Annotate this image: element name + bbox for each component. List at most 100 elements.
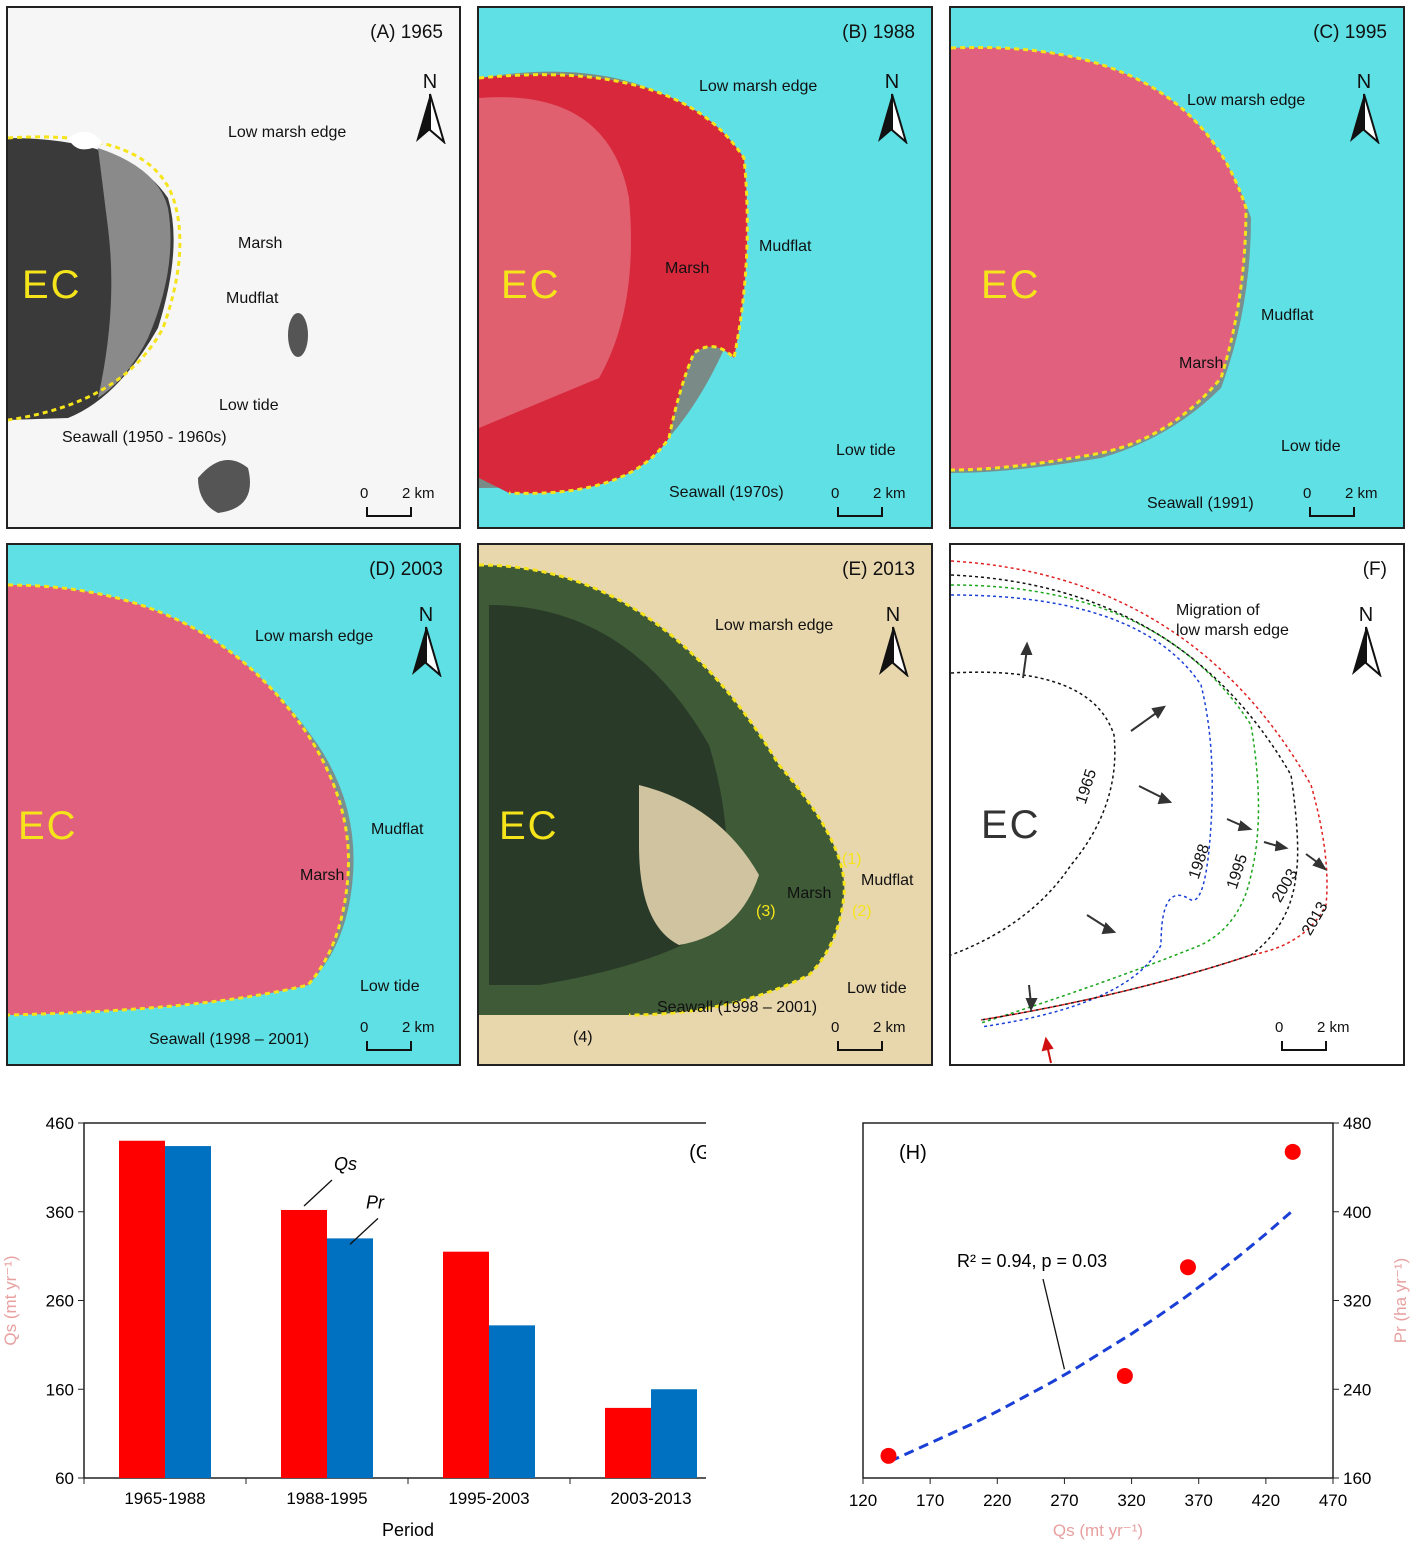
panel-c-image <box>951 8 1403 527</box>
scale-km: 2 km <box>402 485 435 502</box>
annotation-marsh: Marsh <box>1179 355 1224 372</box>
panel-label: (G) <box>689 1142 706 1164</box>
y-tick-label: 320 <box>1343 1292 1371 1311</box>
panel-a-label: (A) 1965 <box>370 22 443 43</box>
y-left-axis-label: Qs (mt yr⁻¹) <box>1 1255 20 1345</box>
panel-e-image <box>479 545 931 1064</box>
panel-d-label: (D) 2003 <box>369 559 443 580</box>
annotation-low-tide: Low tide <box>836 442 896 459</box>
north-arrow-icon: N <box>406 605 446 685</box>
north-label: N <box>885 604 901 626</box>
qs-callout-line <box>303 1179 333 1207</box>
scale-zero: 0 <box>360 1019 369 1036</box>
panel-e-label: (E) 2013 <box>842 559 915 580</box>
panel-b-image <box>479 8 931 527</box>
scale-zero: 0 <box>1303 485 1312 502</box>
panel-b-label: (B) 1988 <box>842 22 915 43</box>
ec-label: EC <box>501 263 561 307</box>
panel-c-1995: (C) 1995 N EC Low marsh edge Mudflat Mar… <box>949 6 1405 529</box>
north-label: N <box>1358 604 1374 626</box>
north-arrow-icon: N <box>1344 72 1384 152</box>
annotation-mudflat: Mudflat <box>226 290 279 307</box>
scale-zero: 0 <box>831 1019 840 1036</box>
north-arrow-icon: N <box>873 605 913 685</box>
fit-annotation: R² = 0.94, p = 0.03 <box>957 1251 1107 1271</box>
site-label-4: (4) <box>573 1029 593 1046</box>
y-left-tick-label: 160 <box>46 1380 74 1399</box>
plot-frame <box>862 1122 1334 1479</box>
panel-a-image <box>8 8 459 527</box>
scale-km: 2 km <box>873 485 906 502</box>
panel-label: (H) <box>899 1142 927 1164</box>
bar-qs <box>119 1140 165 1478</box>
x-tick-label: 420 <box>1252 1491 1280 1510</box>
bar-qs <box>281 1209 327 1478</box>
annotation-leader-line <box>1042 1278 1066 1370</box>
y-tick-label: 480 <box>1343 1114 1371 1133</box>
north-arrow-icon: N <box>1346 605 1386 685</box>
bar-qs <box>605 1407 651 1478</box>
scale-km: 2 km <box>1345 485 1378 502</box>
panel-f-migration: (F) Migration of low marsh edge N EC 196… <box>949 543 1405 1066</box>
bar-pr <box>327 1238 373 1478</box>
bar-qs <box>443 1251 489 1478</box>
north-label: N <box>418 604 434 626</box>
annotation-seawall: Seawall (1991) <box>1147 495 1254 512</box>
ec-label: EC <box>22 263 82 307</box>
x-tick-label: 170 <box>916 1491 944 1510</box>
x-axis-label: Qs (mt yr⁻¹) <box>1053 1521 1143 1540</box>
site-label-1: (1) <box>842 851 862 868</box>
pr-series-label: Pr <box>366 1192 385 1212</box>
north-arrow-icon: N <box>410 72 450 152</box>
scale-km: 2 km <box>1317 1019 1350 1036</box>
y-left-tick-label: 60 <box>55 1469 74 1488</box>
north-arrow-icon: N <box>872 72 912 152</box>
annotation-low-marsh-edge: Low marsh edge <box>1187 92 1306 109</box>
y-tick-label: 160 <box>1343 1469 1371 1488</box>
annotation-marsh: Marsh <box>238 235 283 252</box>
scale-bar: 0 2 km <box>1275 1019 1375 1059</box>
north-label: N <box>884 71 900 93</box>
annotation-mudflat: Mudflat <box>861 872 914 889</box>
north-label: N <box>422 71 438 93</box>
annotation-seawall: Seawall (1970s) <box>669 484 784 501</box>
panel-e-2013: (E) 2013 N EC Low marsh edge Mudflat Mar… <box>477 543 933 1066</box>
panel-d-image <box>8 545 459 1064</box>
site-label-3: (3) <box>756 903 776 920</box>
data-point <box>1116 1367 1133 1384</box>
y-left-tick-label: 460 <box>46 1114 74 1133</box>
y-tick-label: 240 <box>1343 1380 1371 1399</box>
data-point <box>1179 1259 1196 1276</box>
panel-b-1988: (B) 1988 N EC Low marsh edge Mudflat Mar… <box>477 6 933 529</box>
scale-zero: 0 <box>1275 1019 1284 1036</box>
annotation-low-marsh-edge: Low marsh edge <box>699 78 818 95</box>
chart-g-bar: 60160260360460801802803804801965-1988198… <box>1 1114 706 1540</box>
y-left-tick-label: 260 <box>46 1292 74 1311</box>
scale-bar: 0 2 km <box>831 1019 931 1059</box>
annotation-mudflat: Mudflat <box>759 238 812 255</box>
x-tick-label: 1965-1988 <box>124 1489 205 1508</box>
x-tick-label: 1988-1995 <box>286 1489 367 1508</box>
annotation-seawall: Seawall (1998 – 2001) <box>657 999 818 1016</box>
annotation-marsh: Marsh <box>300 867 345 884</box>
annotation-low-tide: Low tide <box>360 978 420 995</box>
annotation-mudflat: Mudflat <box>1261 307 1314 324</box>
y-left-tick-label: 360 <box>46 1203 74 1222</box>
x-tick-label: 470 <box>1319 1491 1347 1510</box>
panel-f-lines <box>951 560 1328 1064</box>
x-tick-label: 320 <box>1117 1491 1145 1510</box>
qs-series-label: Qs <box>334 1154 357 1174</box>
x-tick-label: 220 <box>983 1491 1011 1510</box>
panel-f-label: (F) <box>1362 559 1387 580</box>
scale-bar: 0 2 km <box>1303 485 1403 525</box>
bar-pr <box>651 1389 697 1478</box>
annotation-seawall: Seawall (1998 – 2001) <box>149 1031 310 1048</box>
scale-bar: 0 2 km <box>831 485 931 525</box>
data-point <box>880 1447 897 1464</box>
annotation-low-marsh-edge: Low marsh edge <box>715 617 834 634</box>
y-tick-label: 400 <box>1343 1203 1371 1222</box>
chart-h-scatter: 120 170 220 270 320 370 420 470 160 240 320 400 480 (… <box>849 1114 1410 1540</box>
annotation-marsh: Marsh <box>787 885 832 902</box>
annotation-low-marsh-edge: Low marsh edge <box>255 628 374 645</box>
bar-pr <box>165 1146 211 1478</box>
